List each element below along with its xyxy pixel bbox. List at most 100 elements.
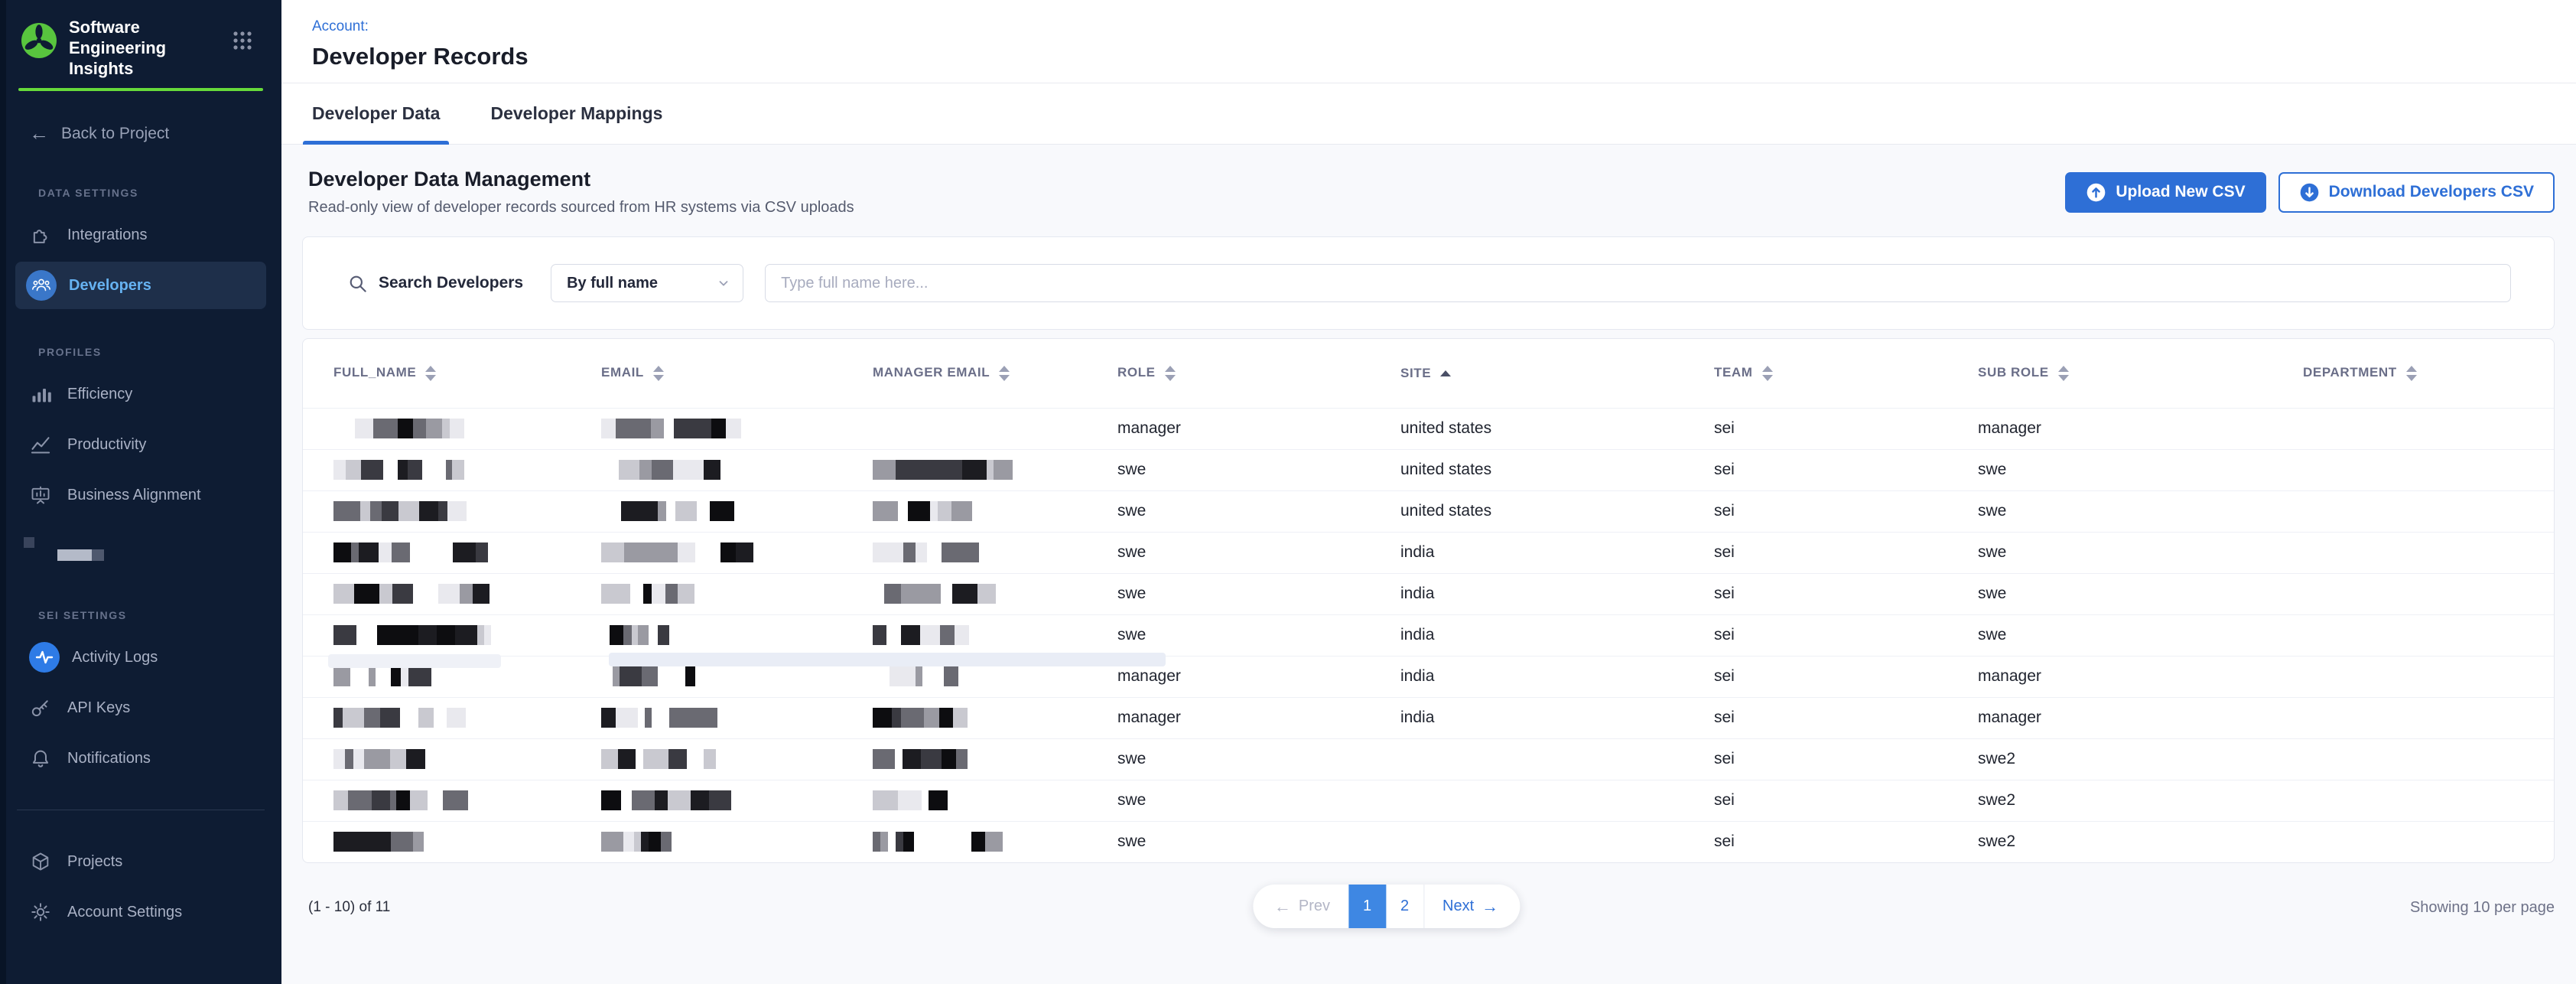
sei-logo-icon	[21, 23, 57, 58]
sidebar-item-efficiency[interactable]: Efficiency	[0, 369, 281, 419]
cell-site: india	[1400, 696, 1714, 738]
redacted-value	[601, 790, 873, 810]
download-developers-csv-button[interactable]: Download Developers CSV	[2278, 171, 2555, 213]
activity-pulse-icon	[29, 642, 60, 673]
cell-manager-email	[873, 820, 1117, 862]
sidebar-item-projects[interactable]: Projects	[0, 836, 281, 887]
sidebar-item-api-keys[interactable]: API Keys	[0, 683, 281, 733]
cell-sub-role: manager	[1978, 696, 2303, 738]
search-input[interactable]	[765, 264, 2511, 302]
table-row: swe sei swe2	[303, 820, 2554, 862]
cell-manager-email	[873, 614, 1117, 656]
upload-new-csv-button[interactable]: Upload New CSV	[2065, 171, 2266, 213]
cell-email	[601, 407, 873, 449]
cell-site	[1400, 738, 1714, 780]
sort-icon	[1164, 366, 1176, 381]
column-header-email[interactable]: EMAIL	[601, 339, 873, 408]
cell-sub-role: manager	[1978, 407, 2303, 449]
table-row: swe india sei swe	[303, 531, 2554, 573]
cell-site	[1400, 820, 1714, 862]
column-header-sub-role[interactable]: SUB ROLE	[1978, 339, 2303, 408]
redacted-value	[873, 625, 1117, 645]
cell-sub-role: swe	[1978, 531, 2303, 573]
sidebar-item-productivity[interactable]: Productivity	[0, 419, 281, 470]
sidebar-item-label: Developers	[69, 276, 151, 294]
prev-page-button[interactable]: ← Prev	[1253, 885, 1348, 928]
back-to-project-label: Back to Project	[61, 124, 170, 142]
sort-icon	[1761, 366, 1773, 381]
sidebar-item-notifications[interactable]: Notifications	[0, 733, 281, 784]
redacted-value	[601, 749, 873, 769]
bar-chart-icon	[29, 383, 52, 405]
cell-full-name	[303, 655, 601, 697]
cell-role: manager	[1117, 655, 1400, 697]
cell-department	[2303, 779, 2554, 821]
sidebar-item-label: Integrations	[67, 226, 148, 243]
cell-sub-role: swe2	[1978, 820, 2303, 862]
redacted-value	[333, 543, 601, 562]
column-header-full-name[interactable]: FULL_NAME	[303, 339, 601, 408]
column-header-manager-email[interactable]: MANAGER EMAIL	[873, 339, 1117, 408]
page-title: Developer Records	[312, 43, 529, 70]
cell-email	[601, 820, 873, 862]
sidebar-item-integrations[interactable]: Integrations	[0, 210, 281, 260]
sort-icon	[2405, 366, 2417, 381]
redacted-value	[333, 625, 601, 645]
redacted-value	[873, 832, 1117, 852]
arrow-left-icon: ←	[29, 122, 49, 145]
sidebar-item-redacted[interactable]	[0, 520, 281, 572]
account-breadcrumb[interactable]: Account:	[312, 18, 369, 34]
column-header-team[interactable]: TEAM	[1714, 339, 1978, 408]
cell-role: swe	[1117, 531, 1400, 573]
sidebar-item-label: Efficiency	[67, 385, 133, 402]
cell-role: swe	[1117, 820, 1400, 862]
redacted-value	[333, 832, 601, 852]
column-header-role[interactable]: ROLE	[1117, 339, 1400, 408]
tab-developer-mappings[interactable]: Developer Mappings	[481, 103, 672, 144]
developer-table-card: FULL_NAME EMAIL MANAGER EMAIL ROLE SITE …	[302, 338, 2555, 863]
table-header-row: FULL_NAME EMAIL MANAGER EMAIL ROLE SITE …	[303, 339, 2554, 408]
sidebar-item-activity-logs[interactable]: Activity Logs	[0, 632, 281, 683]
next-page-button[interactable]: Next →	[1424, 885, 1520, 928]
nine-dot-grid-icon[interactable]	[233, 31, 252, 51]
sidebar-item-developers[interactable]: Developers	[15, 262, 266, 309]
cell-email	[601, 655, 873, 697]
page-2-button[interactable]: 2	[1400, 898, 1410, 914]
page-header: Account: Developer Records	[281, 0, 2576, 83]
cell-full-name	[303, 696, 601, 738]
cell-site	[1400, 779, 1714, 821]
redacted-value	[333, 749, 601, 769]
column-header-site[interactable]: SITE	[1400, 339, 1714, 408]
cell-manager-email	[873, 696, 1117, 738]
column-header-department[interactable]: DEPARTMENT	[2303, 339, 2554, 408]
back-to-project-link[interactable]: ← Back to Project	[29, 122, 281, 145]
sidebar: Software Engineering Insights ← Back to …	[0, 0, 281, 984]
table-row: swe sei swe2	[303, 779, 2554, 821]
cell-manager-email	[873, 738, 1117, 780]
cell-role: swe	[1117, 572, 1400, 614]
sidebar-item-account-settings[interactable]: Account Settings	[0, 887, 281, 937]
cell-team: sei	[1714, 407, 1978, 449]
page-1-button[interactable]: 1	[1348, 885, 1386, 928]
redacted-value	[333, 501, 601, 521]
redacted-value	[601, 584, 873, 604]
cell-department	[2303, 572, 2554, 614]
sidebar-item-business-alignment[interactable]: Business Alignment	[0, 470, 281, 520]
cell-department	[2303, 407, 2554, 449]
tab-developer-data[interactable]: Developer Data	[303, 103, 450, 145]
cell-site: india	[1400, 531, 1714, 573]
sidebar-item-label: API Keys	[67, 699, 131, 716]
redacted-value	[333, 419, 601, 438]
cell-full-name	[303, 448, 601, 490]
product-title: Software Engineering Insights	[69, 18, 167, 78]
cell-sub-role: swe	[1978, 572, 2303, 614]
redacted-block	[24, 537, 34, 548]
brand-green-rule	[18, 88, 263, 91]
cell-team: sei	[1714, 531, 1978, 573]
search-filter-select[interactable]: By full name	[551, 264, 744, 302]
bell-icon	[29, 748, 52, 769]
puzzle-icon	[29, 224, 52, 246]
cell-sub-role: manager	[1978, 655, 2303, 697]
cell-email	[601, 779, 873, 821]
